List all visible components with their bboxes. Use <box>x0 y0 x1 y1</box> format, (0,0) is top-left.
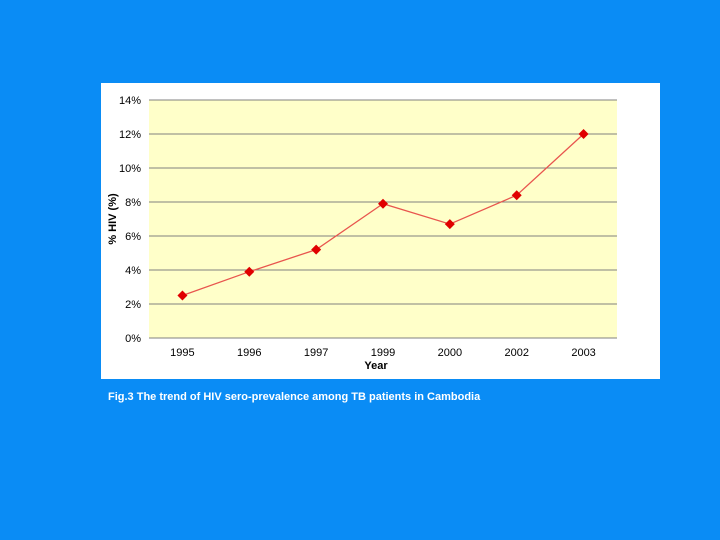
data-point-marker <box>311 244 322 255</box>
x-tick-label: 2003 <box>571 347 595 359</box>
data-point-marker <box>378 198 388 209</box>
y-tick-label: 4% <box>125 265 141 277</box>
y-tick-label: 10% <box>119 163 141 175</box>
plot-area <box>149 100 617 338</box>
y-tick-label: 6% <box>125 231 141 243</box>
x-tick-label: 1996 <box>237 347 261 359</box>
data-point-marker <box>511 190 522 201</box>
line-chart: 0% 2% 4% 6% 8% 10% 12% 14% 1995 1996 1997 1999 2000… <box>107 95 617 372</box>
series <box>177 129 589 301</box>
data-point-marker <box>177 290 188 301</box>
y-tick-label: 12% <box>119 129 141 141</box>
y-tick-label: 14% <box>119 95 141 107</box>
x-tick-label: 2000 <box>438 347 462 359</box>
x-tick-label: 1999 <box>371 347 395 359</box>
figure-caption: Fig.3 The trend of HIV sero-prevalence a… <box>108 391 481 403</box>
x-tick-label: 2002 <box>504 347 528 359</box>
y-tick-labels: 0% 2% 4% 6% 8% 10% 12% 14% <box>119 95 141 345</box>
x-axis-label: Year <box>364 360 388 372</box>
x-tick-label: 1995 <box>170 347 194 359</box>
y-axis-label: % HIV (%) <box>107 193 119 245</box>
x-tick-label: 1997 <box>304 347 328 359</box>
y-tick-label: 8% <box>125 197 141 209</box>
y-tick-label: 2% <box>125 299 141 311</box>
data-point-marker <box>244 266 255 277</box>
y-tick-label: 0% <box>125 333 141 345</box>
x-tick-labels: 1995 1996 1997 1999 2000 2002 2003 <box>170 347 596 359</box>
chart-panel: 0% 2% 4% 6% 8% 10% 12% 14% 1995 1996 1997 1999 2000… <box>101 83 660 379</box>
data-point-marker <box>578 129 589 139</box>
data-point-marker <box>444 219 455 230</box>
